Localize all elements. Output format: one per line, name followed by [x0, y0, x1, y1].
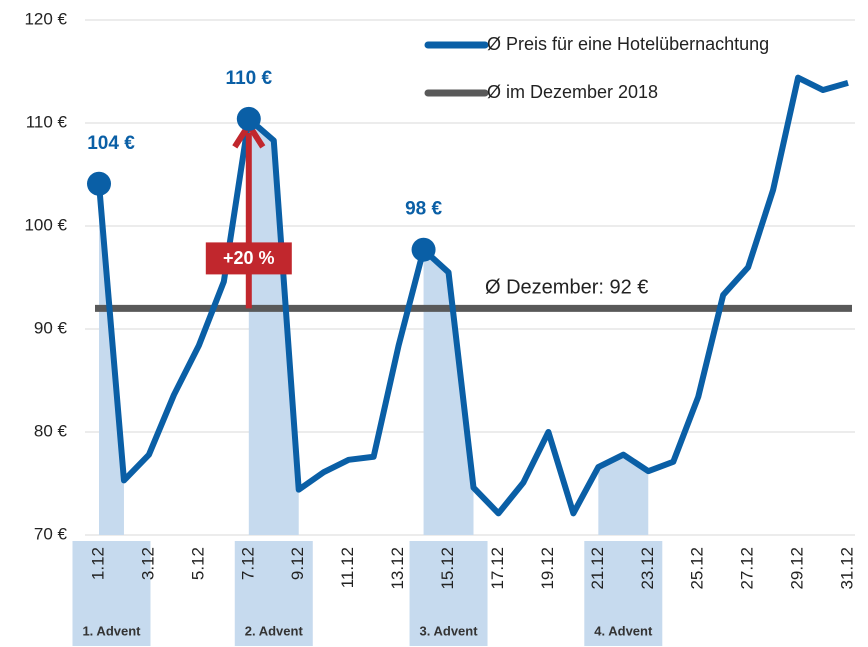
y-tick-label: 70 €: [34, 524, 68, 543]
advent-box: [584, 541, 663, 646]
peak-marker: [236, 106, 261, 131]
data-label: 110 €: [226, 68, 273, 89]
x-tick-label: 3.12: [138, 547, 157, 580]
advent-area: [423, 249, 474, 535]
x-tick-label: 31.12: [837, 547, 856, 590]
price-line: [96, 74, 849, 517]
x-tick-label: 17.12: [488, 547, 507, 590]
x-tick-label: 19.12: [538, 547, 557, 590]
x-tick-label: 7.12: [238, 547, 257, 580]
peak-marker: [87, 171, 111, 196]
advent-label: 4. Advent: [594, 623, 653, 638]
y-tick-label: 100 €: [24, 215, 67, 234]
advent-box: [234, 541, 313, 646]
x-tick-label: 13.12: [388, 547, 407, 590]
advent-area: [598, 454, 649, 535]
x-tick-label: 27.12: [738, 547, 757, 590]
data-label: 104 €: [87, 133, 135, 154]
increase-box: [205, 242, 292, 275]
x-tick-label: 21.12: [588, 547, 607, 590]
x-tick-label: 1.12: [88, 547, 107, 580]
average-label: Ø Dezember: 92 €: [485, 277, 648, 299]
x-tick-label: 11.12: [338, 547, 357, 588]
advent-area: [248, 118, 299, 535]
data-label: 98 €: [405, 199, 442, 220]
legend-label: Ø Preis für eine Hotelübernachtung: [487, 34, 769, 54]
y-tick-label: 80 €: [34, 421, 68, 440]
increase-label: +20 %: [223, 248, 275, 268]
advent-label: 2. Advent: [245, 623, 304, 638]
y-tick-label: 90 €: [34, 318, 68, 337]
legend-label: Ø im Dezember 2018: [487, 82, 658, 102]
advent-label: 3. Advent: [420, 623, 479, 638]
x-tick-label: 5.12: [188, 547, 207, 580]
peak-marker: [411, 237, 436, 262]
y-tick-label: 120 €: [24, 9, 67, 28]
x-tick-label: 15.12: [438, 547, 457, 590]
x-tick-label: 25.12: [688, 547, 707, 590]
x-tick-label: 29.12: [788, 547, 807, 590]
advent-box: [72, 541, 151, 646]
advent-box: [409, 541, 488, 646]
x-tick-label: 23.12: [638, 547, 657, 590]
advent-label: 1. Advent: [82, 623, 141, 638]
x-tick-label: 9.12: [288, 547, 307, 580]
y-tick-label: 110 €: [26, 112, 68, 131]
